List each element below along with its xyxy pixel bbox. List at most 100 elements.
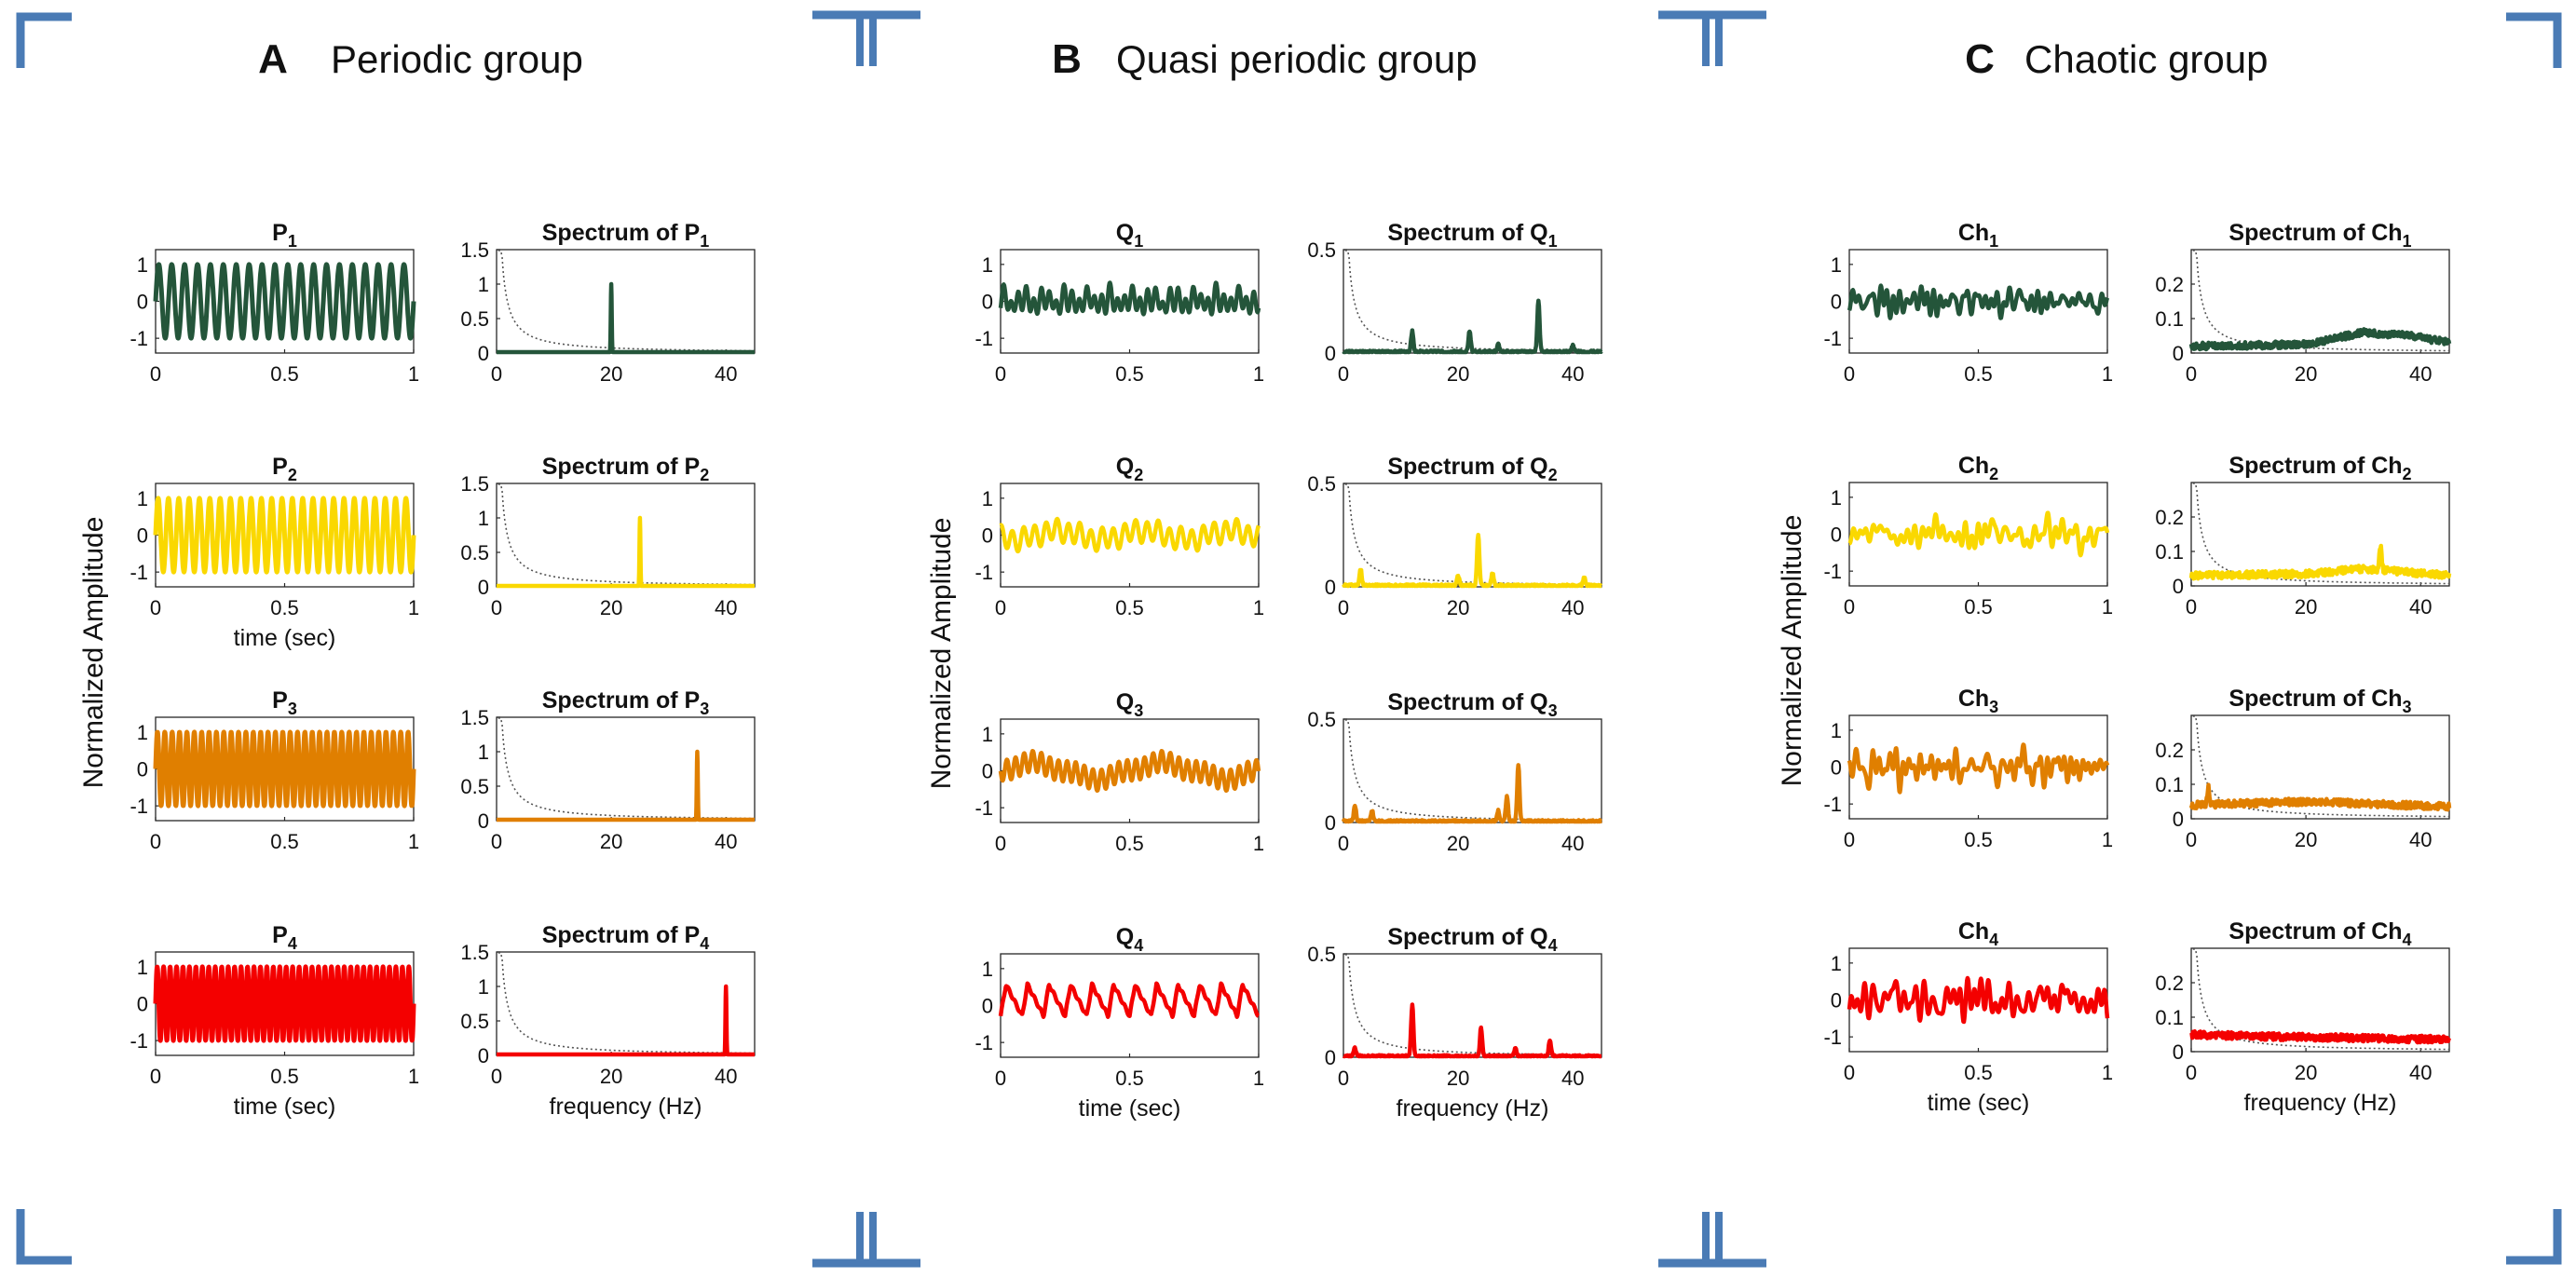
spectrum-plot-A3: Spectrum of P3 1.5 1 0.5 00 20 40 bbox=[460, 687, 756, 853]
time-plot-xtick-label: 0 bbox=[1844, 362, 1855, 386]
spectrum-plot-xtick-label: 20 bbox=[2295, 595, 2317, 619]
spectrum-plot-ytick-label: 0 bbox=[1325, 811, 1336, 835]
spectrum-plot-ytick-label: 0.1 bbox=[2155, 1006, 2184, 1029]
panel-letter-A: A bbox=[258, 36, 288, 82]
time-plot-ytick-label: 0 bbox=[982, 760, 993, 783]
spectrum-plot-xtick-label: 0 bbox=[2186, 595, 2197, 619]
time-plot-xtick-label: 0 bbox=[995, 596, 1006, 619]
spectrum-plot-xtick-label: 0 bbox=[1338, 1067, 1349, 1090]
time-plot-xtick-label: 0 bbox=[1844, 595, 1855, 619]
spectrum-plot-ytick-label: 1 bbox=[478, 273, 489, 296]
spectrum-line bbox=[495, 984, 756, 1057]
spectrum-line bbox=[1342, 532, 1603, 589]
spectrum-plot-ytick-label: 0.1 bbox=[2155, 307, 2184, 331]
spectrum-plot-xtick-label: 40 bbox=[2409, 828, 2432, 851]
time-plot-xtick-label: 1 bbox=[2102, 1061, 2113, 1084]
time-series-line bbox=[153, 262, 416, 341]
time-plot-ytick-label: -1 bbox=[1823, 327, 1842, 350]
time-plot-ytick-label: 0 bbox=[982, 995, 993, 1018]
time-plot-ytick-label: -1 bbox=[1823, 793, 1842, 816]
spectrum-plot-title: Spectrum of Ch1 bbox=[2228, 220, 2411, 251]
time-plot-ytick-label: -1 bbox=[975, 327, 993, 350]
time-plot-ytick-label: 1 bbox=[1831, 253, 1842, 277]
spectrum-plot-title: Spectrum of Ch3 bbox=[2228, 686, 2411, 716]
time-plot-xtick-label: 0.5 bbox=[270, 596, 299, 619]
spectrum-plot-xtick-label: 20 bbox=[600, 596, 622, 619]
panel-title-B: Quasi periodic group bbox=[1116, 37, 1478, 81]
time-plot-xtick-label: 1 bbox=[408, 830, 419, 853]
time-plot-ytick-label: 1 bbox=[982, 723, 993, 746]
time-plot-ytick-label: 1 bbox=[137, 956, 148, 979]
time-plot-xtick-label: 0.5 bbox=[270, 830, 299, 853]
freq-xlabel: frequency (Hz) bbox=[2244, 1090, 2397, 1116]
spectrum-plot-B1: Spectrum of Q1 0.5 00 20 40 bbox=[1307, 220, 1603, 386]
time-series-line bbox=[998, 280, 1261, 317]
time-series-line bbox=[998, 981, 1261, 1019]
freq-xlabel: frequency (Hz) bbox=[1397, 1095, 1549, 1122]
time-plot-ytick-label: 0 bbox=[1831, 756, 1842, 780]
spectrum-line bbox=[495, 749, 756, 823]
spectrum-plot-xtick-label: 40 bbox=[1561, 1067, 1584, 1090]
spectrum-plot-ytick-label: 1 bbox=[478, 975, 489, 999]
panel-letter-B: B bbox=[1052, 36, 1082, 82]
time-plot-ytick-label: -1 bbox=[1823, 560, 1842, 583]
spectrum-plot-xtick-label: 0 bbox=[1338, 596, 1349, 619]
spectrum-plot-ytick-label: 1 bbox=[478, 507, 489, 530]
time-plot-ytick-label: -1 bbox=[129, 561, 148, 584]
spectrum-plot-xtick-label: 0 bbox=[2186, 362, 2197, 386]
time-plot-xtick-label: 1 bbox=[2102, 595, 2113, 619]
time-plot-xtick-label: 0 bbox=[995, 362, 1006, 386]
ylabel-B: Normalized Amplitude bbox=[926, 518, 957, 790]
spectrum-plot-A2: Spectrum of P2 1.5 1 0.5 00 20 40 bbox=[460, 454, 756, 619]
spectrum-line bbox=[495, 515, 756, 589]
spectrum-plot-ytick-label: 0.1 bbox=[2155, 773, 2184, 796]
spectrum-plot-xtick-label: 0 bbox=[2186, 1061, 2197, 1084]
time-xlabel: time (sec) bbox=[234, 1094, 336, 1120]
spectrum-plot-ytick-label: 1 bbox=[478, 741, 489, 764]
time-plot-ytick-label: 0 bbox=[982, 291, 993, 314]
spectrum-plot-ytick-label: 0 bbox=[478, 576, 489, 599]
spectrum-plot-title: Spectrum of P3 bbox=[542, 687, 710, 718]
spectrum-plot-ytick-label: 1.5 bbox=[460, 472, 489, 496]
spectrum-line bbox=[1342, 298, 1603, 355]
spectrum-plot-xtick-label: 40 bbox=[1561, 362, 1584, 386]
spectrum-plot-xtick-label: 0 bbox=[1338, 832, 1349, 855]
spectrum-plot-xtick-label: 20 bbox=[600, 1065, 622, 1088]
spectrum-plot-ytick-label: 0.5 bbox=[460, 307, 489, 331]
noise-reference-curve bbox=[2192, 250, 2449, 352]
time-plot-ytick-label: -1 bbox=[129, 327, 148, 350]
time-plot-xtick-label: 1 bbox=[408, 1065, 419, 1088]
spectrum-line bbox=[1341, 763, 1603, 824]
corner-bracket-0 bbox=[16, 12, 72, 68]
spectrum-plot-xtick-label: 40 bbox=[2409, 362, 2432, 386]
time-plot-ytick-label: 1 bbox=[982, 487, 993, 510]
time-plot-ytick-label: -1 bbox=[1823, 1026, 1842, 1049]
time-plot-ytick-label: 0 bbox=[137, 524, 148, 548]
spectrum-plot-C3: Spectrum of Ch3 0.2 0.1 00 20 40 bbox=[2155, 686, 2452, 851]
time-series-line bbox=[1847, 510, 2110, 558]
time-plot-ytick-label: 1 bbox=[982, 958, 993, 981]
spectrum-plot-ytick-label: 0 bbox=[1325, 342, 1336, 365]
spectrum-plot-xtick-label: 20 bbox=[2295, 1061, 2317, 1084]
time-plot-xtick-label: 0.5 bbox=[1115, 832, 1144, 855]
time-plot-xtick-label: 1 bbox=[1253, 596, 1264, 619]
ylabel-C: Normalized Amplitude bbox=[1777, 515, 1807, 787]
time-plot-ytick-label: -1 bbox=[975, 561, 993, 584]
time-plot-xtick-label: 0.5 bbox=[1964, 595, 1993, 619]
spectrum-plot-C1: Spectrum of Ch1 0.2 0.1 00 20 40 bbox=[2155, 220, 2452, 386]
time-plot-xtick-label: 0 bbox=[150, 1065, 161, 1088]
spectrum-plot-xtick-label: 40 bbox=[715, 596, 737, 619]
time-plot-xtick-label: 1 bbox=[2102, 828, 2113, 851]
spectrum-plot-axes-box bbox=[496, 249, 756, 354]
spectrum-plot-title: Spectrum of Q4 bbox=[1387, 924, 1557, 955]
spectrum-plot-title: Spectrum of Q3 bbox=[1387, 689, 1557, 720]
time-plot-ytick-label: 0 bbox=[137, 758, 148, 782]
spectrum-plot-B4: Spectrum of Q4 0.5 00 20 40 frequency (Hz) bbox=[1307, 924, 1603, 1122]
time-plot-ytick-label: 0 bbox=[1831, 989, 1842, 1013]
spectrum-plot-xtick-label: 20 bbox=[1447, 596, 1469, 619]
